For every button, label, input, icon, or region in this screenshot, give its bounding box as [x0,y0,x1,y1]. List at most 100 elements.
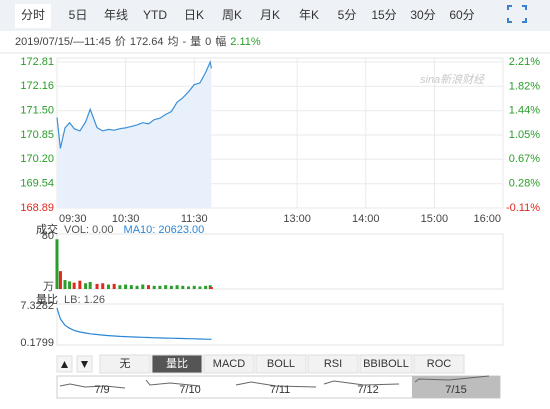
bar [72,282,76,289]
line [56,307,212,340]
tab-label[interactable]: 60分 [449,8,474,22]
y-tick-label: 80 [42,230,54,242]
indicator-tab-label[interactable]: ROC [427,358,452,370]
y-tick-label: 万 [43,281,54,293]
tab[interactable] [98,4,134,28]
navigator-window[interactable] [412,376,500,398]
tab-label[interactable]: 分时 [21,8,45,22]
tab-label[interactable]: 5日 [69,8,88,22]
indicator-tab[interactable] [203,354,255,374]
bar [106,284,110,289]
x-tick-label: 09:30 [59,213,87,225]
indicator-tab[interactable] [359,354,413,374]
indicator-tab-label[interactable]: MACD [213,358,245,370]
tab[interactable] [214,4,250,28]
indicator-tab-label[interactable]: BBIBOLL [363,358,409,370]
tab[interactable] [176,4,212,28]
y2-tick-label: 2.21% [509,56,540,68]
bar [112,283,116,289]
bar [101,283,105,289]
x-tick-label: 15:00 [421,213,449,225]
tab[interactable] [252,4,288,28]
x-tick-label: 16:00 [473,213,501,225]
y2-tick-label: 0.28% [509,177,540,189]
y-tick-label: 169.54 [20,178,54,190]
indicator-tab-label[interactable]: 无 [120,358,131,370]
tab-label[interactable]: 15分 [371,8,396,22]
indicator-tab[interactable] [307,354,359,374]
panel-frame [56,303,504,346]
bar [124,284,128,289]
x-tick-label: 11:30 [181,213,208,225]
y2-tick-label: 1.82% [509,80,540,92]
tab-label[interactable]: 月K [260,8,280,22]
quote-vol-label: 量 [190,35,201,48]
indicator-tab-label[interactable]: BOLL [267,358,295,370]
quote-vol: 0 [205,36,211,48]
tab[interactable] [60,4,96,28]
indicator-tab-label[interactable]: RSI [324,358,342,370]
navigator-date[interactable]: 7/9 [94,384,109,396]
quote-avg-label: 均 [167,35,178,48]
y2-tick-label: -0.11% [506,202,540,214]
navigator-date[interactable]: 7/15 [445,384,466,396]
tab-label[interactable]: 年线 [104,8,128,22]
navigator-date[interactable]: 7/12 [357,384,378,396]
tab[interactable] [137,4,173,28]
tab-label[interactable]: 5分 [338,8,357,22]
tab[interactable] [366,4,402,28]
y-tick-label: 168.89 [20,202,54,214]
x-tick-label: 10:30 [112,213,140,225]
panel-annotation: VOL: 0.00 [64,224,114,236]
bar [164,285,168,289]
panel-annotation: MA10: 20623.00 [124,224,205,236]
fullscreen-icon[interactable] [507,5,527,23]
y2-tick-label: 1.44% [509,104,540,116]
y-tick-label: 172.81 [20,56,54,68]
navigator-date[interactable]: 7/11 [270,384,291,396]
bar [158,285,162,289]
bar [68,281,72,289]
panel-frame [56,233,504,290]
bar [141,284,145,289]
tab[interactable] [329,4,365,28]
y2-tick-label: 0.67% [509,153,540,165]
tab[interactable] [444,4,480,28]
bar [204,285,208,289]
indicator-tab[interactable] [255,354,307,374]
navigator-sparklines [59,375,490,389]
indicator-tab-label[interactable]: 量比 [166,357,188,370]
y-tick-label: 0.1799 [20,337,54,349]
indicator-tab[interactable] [99,354,151,374]
bar [55,239,59,289]
tab[interactable] [405,4,441,28]
navigator-date[interactable]: 7/10 [179,384,200,396]
tab-label[interactable]: 周K [222,8,242,22]
up-arrow [61,361,68,368]
tab[interactable] [291,4,327,28]
bar [187,286,191,289]
area [57,62,212,208]
indicator-tab[interactable] [413,354,465,374]
tab-label[interactable]: 日K [184,8,204,22]
bar [63,280,67,289]
tab-label[interactable]: 30分 [410,8,435,22]
bar [118,285,122,289]
bar [135,285,139,289]
quote-price-label: 价 [115,35,126,48]
tab[interactable] [15,4,51,28]
bar [198,286,202,289]
indicator-tab[interactable] [151,354,203,374]
panel-annotation: LB: 1.26 [64,294,105,306]
y-tick-label: 170.85 [20,129,54,141]
y-tick-label: 172.16 [20,80,54,92]
bar [58,271,62,289]
y-tick-label: 171.50 [20,105,54,117]
x-tick-label: 14:00 [352,213,380,225]
down-arrow [81,361,88,368]
bar [192,285,196,289]
tab-label[interactable]: YTD [143,8,167,22]
tab-label[interactable]: 年K [299,8,319,22]
